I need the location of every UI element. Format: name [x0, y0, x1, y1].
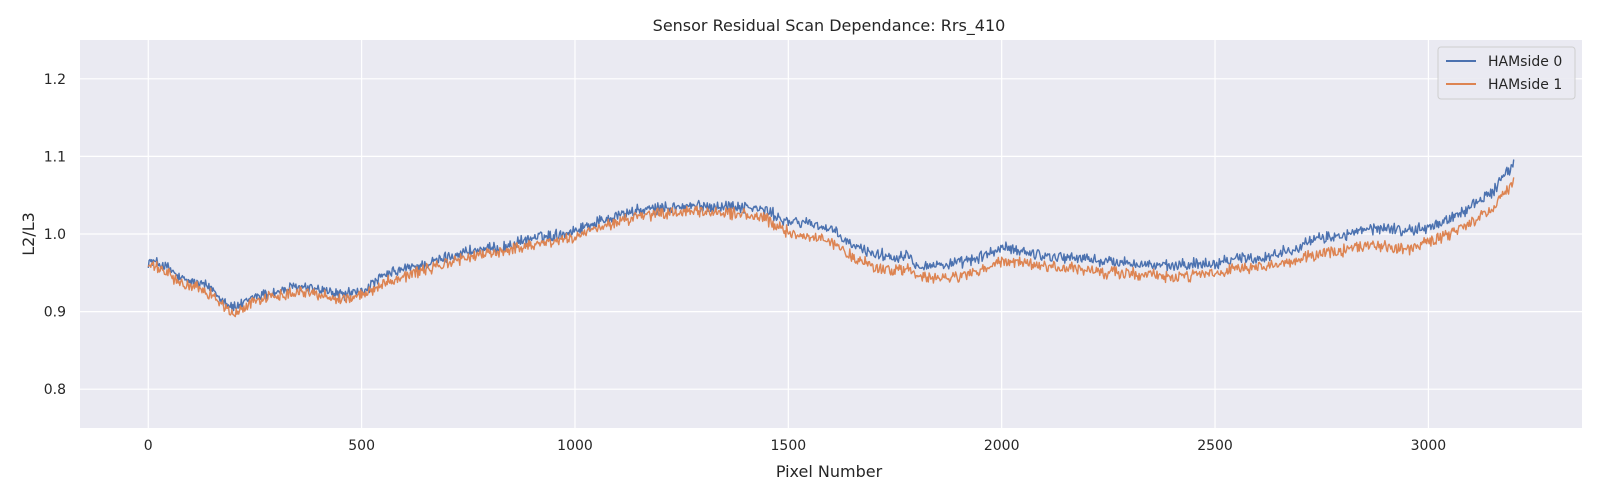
series-layer	[147, 159, 1515, 318]
y-tick-label: 1.1	[44, 149, 66, 165]
y-axis-label: L2/L3	[19, 212, 38, 256]
x-tick-label: 0	[144, 438, 153, 454]
chart-title: Sensor Residual Scan Dependance: Rrs_410	[653, 16, 1006, 36]
x-tick-label: 500	[348, 438, 375, 454]
x-tick-label: 1000	[557, 438, 593, 454]
x-axis-label: Pixel Number	[776, 462, 883, 481]
legend-label-hamside-1: HAMside 1	[1488, 77, 1562, 93]
y-tick-label: 0.8	[44, 382, 66, 398]
y-tick-labels: 0.8 0.9 1.0 1.1 1.2	[44, 72, 66, 398]
series-line-hamside-1	[147, 177, 1515, 318]
x-tick-label: 1500	[771, 438, 807, 454]
x-tick-labels: 0 500 1000 1500 2000 2500 3000	[144, 438, 1446, 454]
grid-lines	[80, 40, 1582, 428]
x-tick-label: 2500	[1197, 438, 1233, 454]
legend: HAMside 0 HAMside 1	[1437, 46, 1576, 100]
series-line-hamside-0	[147, 159, 1515, 312]
y-tick-label: 1.0	[44, 227, 66, 243]
x-tick-label: 2000	[984, 438, 1020, 454]
y-tick-label: 0.9	[44, 305, 66, 321]
legend-label-hamside-0: HAMside 0	[1488, 54, 1562, 70]
x-tick-label: 3000	[1411, 438, 1447, 454]
y-tick-label: 1.2	[44, 72, 66, 88]
